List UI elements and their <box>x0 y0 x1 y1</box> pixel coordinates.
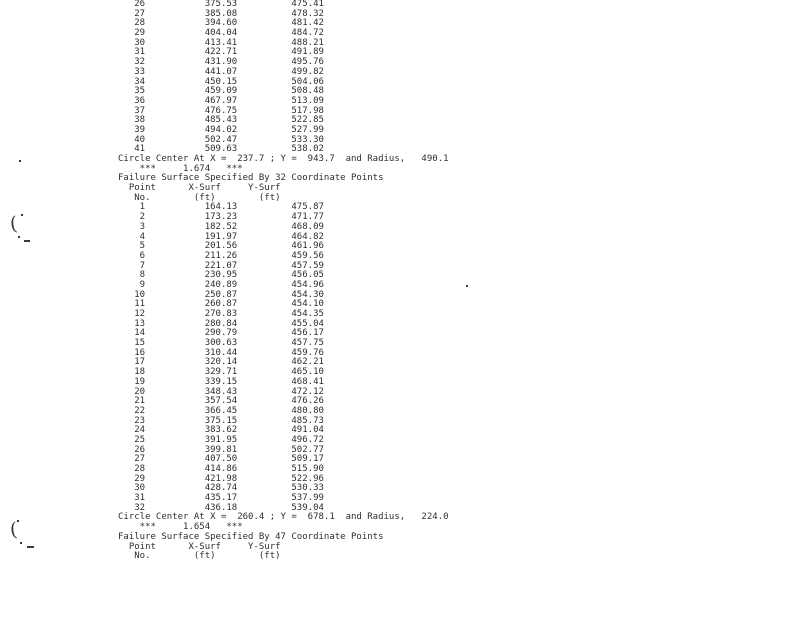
failure-surface-header: Failure Surface Specified By 32 Coordina… <box>118 173 384 184</box>
table-row: 27 385.08 478.32 <box>118 8 324 19</box>
table-row: 26 375.53 475.41 <box>118 0 324 9</box>
table-row: 18 329.71 465.10 <box>118 367 324 378</box>
table-row: 15 300.63 457.75 <box>118 338 324 349</box>
scan-speck <box>466 285 468 287</box>
table-row: 29 421.98 522.96 <box>118 473 324 484</box>
pencil-dash <box>27 546 34 548</box>
table-row: 16 310.44 459.76 <box>118 347 324 358</box>
pencil-mark-paren: ( <box>8 518 19 542</box>
table-row: 37 476.75 517.98 <box>118 105 324 116</box>
table-row: 11 260.87 454.10 <box>118 299 324 310</box>
table-row: 30 413.41 488.21 <box>118 37 324 48</box>
table-row: 41 509.63 538.02 <box>118 144 324 155</box>
table-row: 13 280.84 455.04 <box>118 318 324 329</box>
pencil-mark-paren: ( <box>8 212 19 236</box>
table-row: 21 357.54 476.26 <box>118 396 324 407</box>
factor-of-safety-line: *** 1.654 *** <box>118 522 243 533</box>
table-row: 40 502.47 533.30 <box>118 134 324 145</box>
table-row: 19 339.15 468.41 <box>118 376 324 387</box>
table-row: 25 391.95 496.72 <box>118 434 324 445</box>
table-row: 38 485.43 522.85 <box>118 115 324 126</box>
table-row: 22 366.45 480.80 <box>118 405 324 416</box>
table-row: 24 383.62 491.04 <box>118 425 324 436</box>
table-row: 4 191.97 464.82 <box>118 231 324 242</box>
table-row: 32 436.18 539.04 <box>118 502 324 513</box>
table-row: 26 399.81 502.77 <box>118 444 324 455</box>
table-row: 5 201.56 461.96 <box>118 241 324 252</box>
printout-text-block: 26 375.53 475.41 27 385.08 478.32 28 394… <box>118 0 449 562</box>
table-row: 9 240.89 454.96 <box>118 279 324 290</box>
pencil-dash <box>24 240 30 242</box>
factor-of-safety-line: *** 1.674 *** <box>118 163 243 174</box>
table-row: 34 450.15 504.06 <box>118 76 324 87</box>
table-row: 17 320.14 462.21 <box>118 357 324 368</box>
table-row: 28 414.86 515.90 <box>118 464 324 474</box>
failure-surface-header: Failure Surface Specified By 47 Coordina… <box>118 531 384 542</box>
circle-center-line: Circle Center At X = 260.4 ; Y = 678.1 a… <box>118 512 449 523</box>
table-row: 7 221.07 457.59 <box>118 260 324 271</box>
pencil-speck <box>17 520 19 522</box>
pencil-speck <box>21 214 23 216</box>
pencil-speck <box>18 236 20 238</box>
pencil-speck <box>20 542 22 544</box>
table-row: 36 467.97 513.09 <box>118 95 324 106</box>
table-row: 8 230.95 456.05 <box>118 270 324 281</box>
table-row: 31 435.17 537.99 <box>118 493 324 504</box>
table-row: 6 211.26 459.56 <box>118 250 324 261</box>
table-row: 2 173.23 471.77 <box>118 212 324 223</box>
table-row: 31 422.71 491.89 <box>118 47 324 58</box>
table-row: 30 428.74 530.33 <box>118 483 324 494</box>
table-row: 10 250.87 454.30 <box>118 289 324 300</box>
circle-center-line: Circle Center At X = 237.7 ; Y = 943.7 a… <box>118 154 449 164</box>
table-row: 29 404.04 484.72 <box>118 28 324 39</box>
table-row: 33 441.07 499.82 <box>118 66 324 77</box>
scan-speck <box>19 160 21 162</box>
column-header-line: Point X-Surf Y-Surf <box>118 541 281 552</box>
column-header-line: Point X-Surf Y-Surf <box>118 183 281 194</box>
column-units-line: No. (ft) (ft) <box>118 192 281 203</box>
table-row: 28 394.60 481.42 <box>118 18 324 29</box>
table-row: 3 182.52 468.09 <box>118 221 324 232</box>
table-row: 32 431.90 495.76 <box>118 57 324 68</box>
table-row: 35 459.09 508.48 <box>118 86 324 97</box>
table-row: 39 494.02 527.99 <box>118 124 324 135</box>
table-row: 1 164.13 475.87 <box>118 202 324 213</box>
table-row: 27 407.50 509.17 <box>118 454 324 465</box>
table-row: 23 375.15 485.73 <box>118 415 324 426</box>
table-row: 20 348.43 472.12 <box>118 386 324 397</box>
column-units-line: No. (ft) (ft) <box>118 551 281 562</box>
table-row: 14 290.79 456.17 <box>118 328 324 339</box>
table-row: 12 270.83 454.35 <box>118 309 324 319</box>
